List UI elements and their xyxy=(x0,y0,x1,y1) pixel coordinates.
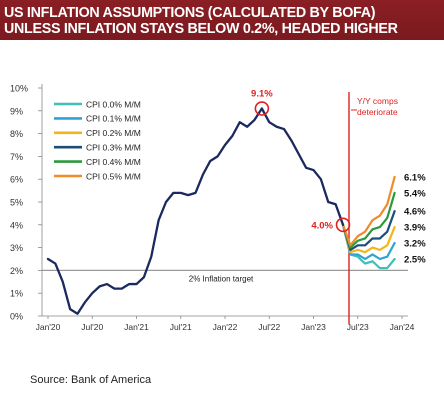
legend-label: CPI 0.4% M/M xyxy=(86,157,141,167)
end-value-label: 3.2% xyxy=(404,239,426,250)
x-tick-label: Jan'20 xyxy=(36,322,61,332)
y-tick-label: 10% xyxy=(10,84,28,94)
y-tick-label: 1% xyxy=(10,289,23,299)
y-tick-label: 6% xyxy=(10,175,23,185)
y-tick-label: 8% xyxy=(10,129,23,139)
x-tick-label: Jul'20 xyxy=(81,322,103,332)
latest-marker-circle xyxy=(335,217,351,233)
legend-label: CPI 0.2% M/M xyxy=(86,128,141,138)
x-tick-label: Jan'21 xyxy=(124,322,149,332)
projection-line-cpi-0-2-m-m xyxy=(341,223,396,254)
end-value-label: 6.1% xyxy=(404,172,426,183)
y-tick-label: 3% xyxy=(10,243,23,253)
inflation-target-label: 2% Inflation target xyxy=(189,274,254,283)
y-tick-label: 0% xyxy=(10,312,23,322)
legend-label: CPI 0.3% M/M xyxy=(86,143,141,153)
peak-marker-circle xyxy=(254,101,270,116)
projection-line-cpi-0-3-m-m xyxy=(341,210,396,251)
x-tick-label: Jan'23 xyxy=(301,322,326,332)
end-value-label: 5.4% xyxy=(404,188,426,199)
legend-label: CPI 0.0% M/M xyxy=(86,99,141,109)
projection-line-cpi-0-4-m-m xyxy=(341,191,396,249)
peak-label: 9.1% xyxy=(251,89,273,100)
source-note: Source: Bank of America xyxy=(30,374,152,386)
y-tick-label: 5% xyxy=(10,198,23,208)
end-value-label: 2.5% xyxy=(404,255,426,266)
title-line-2: UNLESS INFLATION STAYS BELOW 0.2%, HEADE… xyxy=(4,21,398,37)
legend-label: CPI 0.5% M/M xyxy=(86,171,141,181)
divider-label-line-2: deteriorate xyxy=(357,107,398,117)
latest-label: 4.0% xyxy=(311,220,333,231)
x-tick-label: Jan'22 xyxy=(213,322,238,332)
projection-line-cpi-0-5-m-m xyxy=(341,175,396,247)
legend-label: CPI 0.1% M/M xyxy=(86,114,141,124)
x-tick-label: Jan'24 xyxy=(390,322,415,332)
x-tick-label: Jul'21 xyxy=(170,322,192,332)
projection-line-cpi-0-1-m-m xyxy=(341,223,396,261)
x-tick-label: Jul'22 xyxy=(258,322,280,332)
end-value-label: 4.6% xyxy=(404,207,426,218)
y-tick-label: 2% xyxy=(10,266,23,276)
title-banner: US INFLATION ASSUMPTIONS (CALCULATED BY … xyxy=(0,0,444,40)
y-tick-label: 7% xyxy=(10,152,23,162)
title-line-1: US INFLATION ASSUMPTIONS (CALCULATED BY … xyxy=(4,5,376,21)
y-tick-label: 9% xyxy=(10,106,23,116)
end-value-label: 3.9% xyxy=(404,223,426,234)
x-tick-label: Jul'23 xyxy=(347,322,369,332)
divider-label-line-1: Y/Y comps xyxy=(357,96,398,106)
y-tick-label: 4% xyxy=(10,220,23,230)
historical-cpi-line xyxy=(46,107,345,315)
